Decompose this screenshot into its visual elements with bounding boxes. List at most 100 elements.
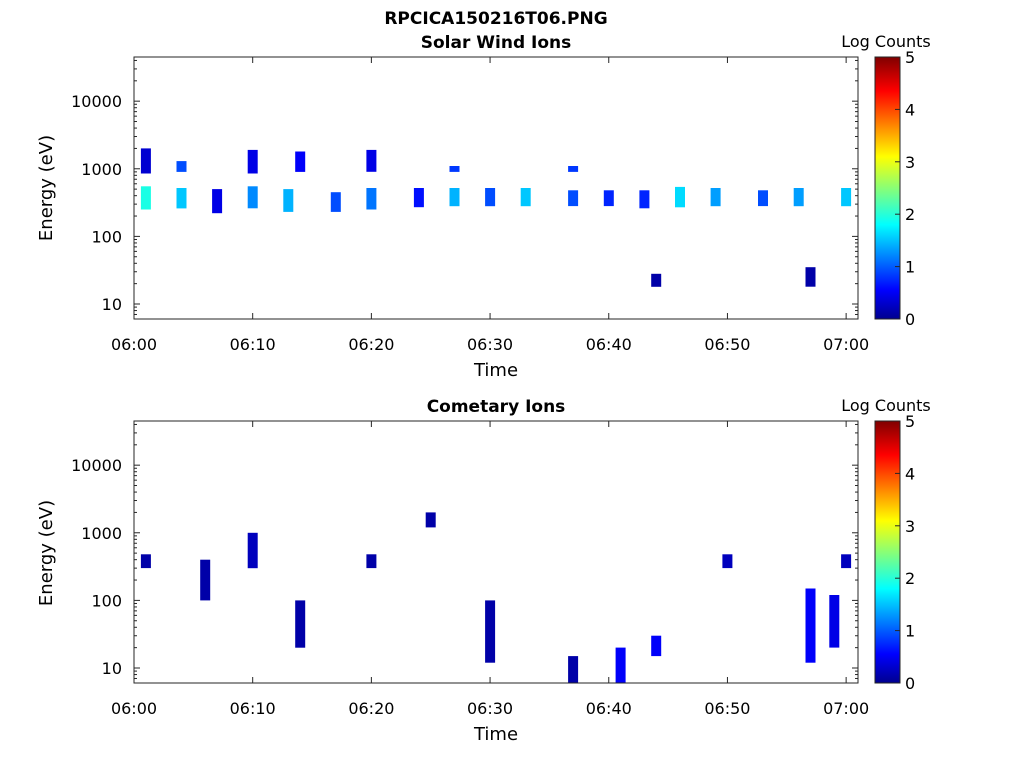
colorbar-ticks: 0 1 2 3 4 5 <box>895 412 915 693</box>
heatmap-cell <box>425 512 436 528</box>
y-tick-label: 10000 <box>71 456 122 475</box>
heatmap-cell <box>366 149 377 172</box>
x-tick-label: 06:40 <box>586 699 632 718</box>
heatmap-cell <box>449 166 460 172</box>
heatmap-cell <box>829 595 840 648</box>
plot-frame <box>133 56 859 320</box>
y-tick-label: 10 <box>102 295 122 314</box>
plot-frame <box>133 420 859 684</box>
heatmap-cell <box>176 188 187 209</box>
y-axis-label: Energy (eV) <box>36 135 57 241</box>
x-ticks: 06:00 06:10 06:20 06:30 06:40 06:50 07:00 <box>111 57 869 354</box>
heatmap-cell <box>793 188 804 207</box>
colorbar-label: Log Counts <box>841 396 931 415</box>
heatmap-cell <box>568 656 579 683</box>
colorbar-tick-label: 0 <box>905 310 915 329</box>
heatmap-cell <box>283 189 294 212</box>
heatmap-cell <box>140 554 151 569</box>
heatmap-cell <box>639 190 650 209</box>
x-tick-label: 07:00 <box>823 699 869 718</box>
heatmap-cell <box>568 190 579 207</box>
colorbar <box>874 56 901 320</box>
colorbar-tick-label: 2 <box>905 205 915 224</box>
colorbar-tick-label: 3 <box>905 517 915 536</box>
heatmap-cell <box>247 186 258 209</box>
colorbar-tick-label: 3 <box>905 153 915 172</box>
heatmap-cell <box>805 267 816 287</box>
colorbar-tick-label: 4 <box>905 464 915 483</box>
colorbar-tick-label: 5 <box>905 412 915 431</box>
heatmap-cell <box>413 188 424 208</box>
heatmap-cell <box>176 161 187 172</box>
x-tick-label: 06:10 <box>230 335 276 354</box>
y-ticks: 10 100 1000 10000 <box>71 423 858 684</box>
colorbar-tick-label: 4 <box>905 100 915 119</box>
heatmap-cell <box>485 600 496 663</box>
colorbar-ticks: 0 1 2 3 4 5 <box>895 48 915 329</box>
panel-title: Solar Wind Ions <box>421 33 572 53</box>
y-tick-label: 10 <box>102 659 122 678</box>
colorbar <box>874 420 901 684</box>
colorbar-tick-label: 2 <box>905 569 915 588</box>
x-tick-label: 06:00 <box>111 335 157 354</box>
x-tick-label: 06:40 <box>586 335 632 354</box>
heatmap-cells <box>140 148 852 287</box>
heatmap-cell <box>841 554 852 569</box>
heatmap-cell <box>615 647 626 683</box>
heatmap-cell <box>485 188 496 207</box>
heatmap-cell <box>710 188 721 207</box>
panel-title: Cometary Ions <box>427 397 566 417</box>
heatmap-cell <box>805 588 816 663</box>
x-tick-label: 06:30 <box>467 335 513 354</box>
heatmap-cell <box>295 151 306 172</box>
heatmap-cell <box>568 166 579 172</box>
colorbar-tick-label: 1 <box>905 622 915 641</box>
colorbar-tick-label: 1 <box>905 258 915 277</box>
x-axis-label: Time <box>473 360 518 381</box>
heatmap-cell <box>366 554 377 569</box>
x-tick-label: 06:50 <box>704 699 750 718</box>
heatmap-cell <box>140 186 151 210</box>
x-tick-label: 06:20 <box>348 699 394 718</box>
heatmap-cell <box>330 192 341 212</box>
heatmap-cell <box>841 188 852 207</box>
heatmap-cells <box>140 512 852 683</box>
heatmap-cell <box>603 190 614 207</box>
heatmap-cell <box>140 148 151 174</box>
figure-title: RPCICA150216T06.PNG <box>384 9 607 29</box>
heatmap-cell <box>520 188 531 207</box>
y-tick-label: 100 <box>91 227 122 246</box>
y-ticks: 10 100 1000 10000 <box>71 59 858 320</box>
heatmap-cell <box>212 189 223 214</box>
y-tick-label: 100 <box>91 591 122 610</box>
heatmap-cell <box>366 188 377 210</box>
heatmap-cell <box>675 186 685 208</box>
x-tick-label: 06:10 <box>230 699 276 718</box>
x-tick-label: 06:30 <box>467 699 513 718</box>
y-tick-label: 1000 <box>81 524 122 543</box>
heatmap-cell <box>247 532 258 569</box>
x-tick-label: 06:50 <box>704 335 750 354</box>
x-ticks: 06:00 06:10 06:20 06:30 06:40 06:50 07:00 <box>111 421 869 718</box>
colorbar-tick-label: 0 <box>905 674 915 693</box>
colorbar-label: Log Counts <box>841 32 931 51</box>
heatmap-cell <box>722 554 733 569</box>
heatmap-cell <box>247 149 258 174</box>
y-tick-label: 10000 <box>71 92 122 111</box>
x-tick-label: 07:00 <box>823 335 869 354</box>
y-axis-label: Energy (eV) <box>36 500 57 606</box>
x-tick-label: 06:20 <box>348 335 394 354</box>
heatmap-cell <box>651 273 662 287</box>
colorbar-tick-label: 5 <box>905 48 915 67</box>
heatmap-cell <box>295 600 306 648</box>
x-tick-label: 06:00 <box>111 699 157 718</box>
y-tick-label: 1000 <box>81 160 122 179</box>
heatmap-cell <box>651 635 662 657</box>
heatmap-cell <box>449 188 460 207</box>
heatmap-cell <box>758 190 768 207</box>
x-axis-label: Time <box>473 724 518 745</box>
heatmap-cell <box>200 559 211 601</box>
